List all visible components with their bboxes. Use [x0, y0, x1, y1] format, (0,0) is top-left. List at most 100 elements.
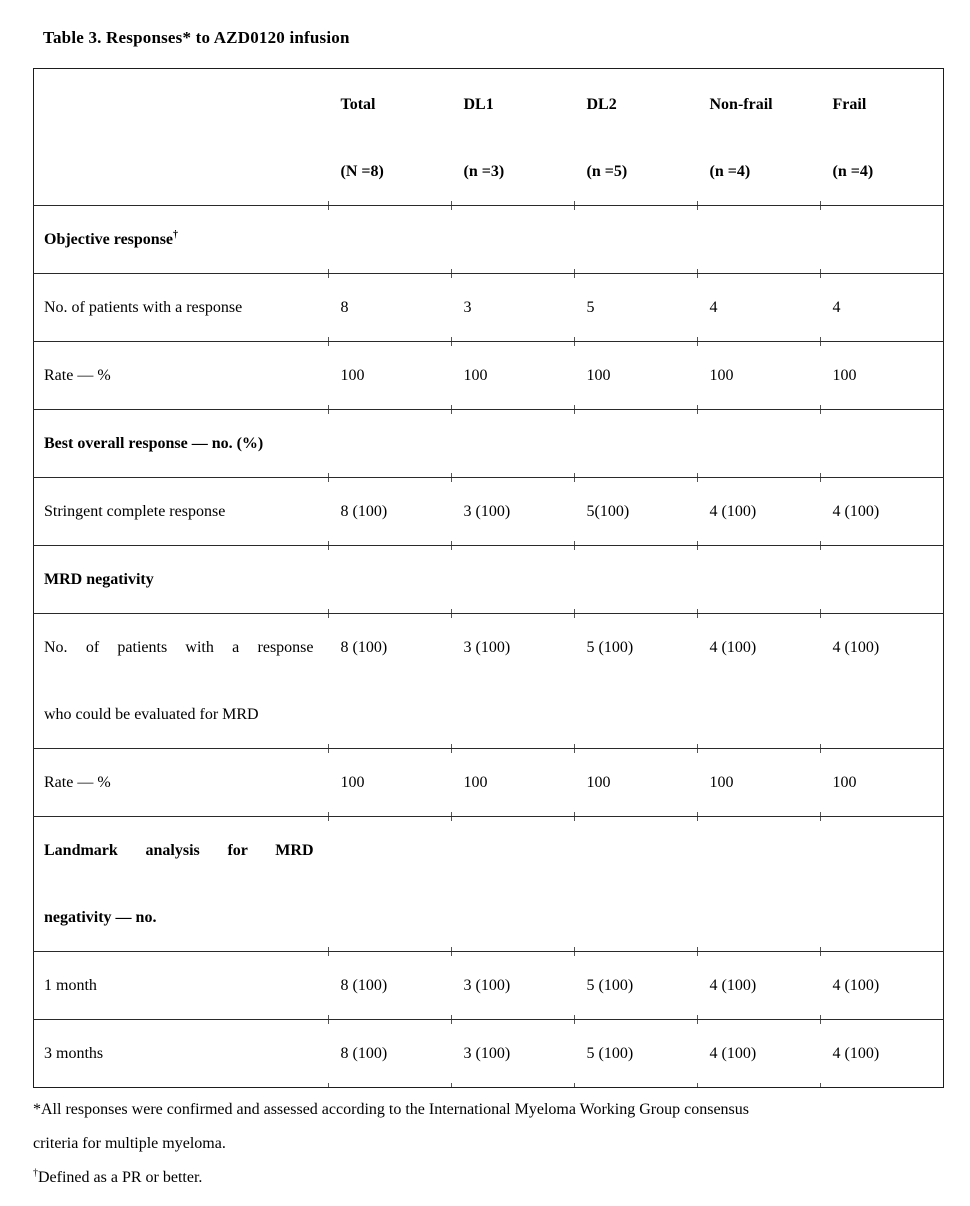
- empty-cell: [573, 409, 697, 478]
- column-header-n: (n =4): [832, 163, 874, 180]
- cell-value: 3 (100): [450, 477, 574, 546]
- column-header-label: Non-frail: [709, 96, 773, 113]
- empty-cell: [696, 545, 820, 614]
- cell-value: 5 (100): [573, 613, 697, 749]
- footnote-dagger-text: Defined as a PR or better.: [38, 1169, 203, 1186]
- table-row-stringent-complete-response: Stringent complete response 8 (100) 3 (1…: [33, 477, 944, 546]
- cell-value: 4 (100): [819, 613, 944, 749]
- empty-cell: [819, 409, 944, 478]
- section-label: Landmark analysis for MRD negativity — n…: [33, 816, 328, 952]
- cell-value: 8 (100): [327, 1019, 451, 1088]
- cell-value: 8 (100): [327, 477, 451, 546]
- cell-value: 4 (100): [696, 1019, 820, 1088]
- section-label: MRD negativity: [33, 545, 328, 614]
- column-header-n: (n =4): [709, 163, 751, 180]
- column-header-label: DL2: [586, 96, 617, 113]
- cell-value: 8 (100): [327, 613, 451, 749]
- row-label: 3 months: [33, 1019, 328, 1088]
- table-title: Table 3. Responses* to AZD0120 infusion: [43, 28, 350, 47]
- row-label: Rate — %: [33, 341, 328, 410]
- empty-cell: [327, 816, 451, 952]
- row-label-line1: No. of patients with a response: [44, 639, 314, 656]
- empty-cell: [819, 205, 944, 274]
- empty-cell: [327, 205, 451, 274]
- row-label: No. of patients with a response who coul…: [33, 613, 328, 749]
- column-header-label: Frail: [832, 96, 867, 113]
- row-label-line2: who could be evaluated for MRD: [44, 706, 259, 723]
- cell-value: 5 (100): [573, 951, 697, 1020]
- empty-cell: [696, 409, 820, 478]
- column-header-frail: Frail (n =4): [819, 68, 944, 206]
- column-header-n: (N =8): [340, 163, 384, 180]
- empty-cell: [450, 545, 574, 614]
- cell-value: 5 (100): [573, 1019, 697, 1088]
- empty-cell: [573, 816, 697, 952]
- cell-value: 5(100): [573, 477, 697, 546]
- column-header-nonfrail: Non-frail (n =4): [696, 68, 820, 206]
- cell-value: 3 (100): [450, 951, 574, 1020]
- cell-value: 100: [696, 748, 820, 817]
- empty-cell: [327, 409, 451, 478]
- cell-value: 100: [819, 341, 944, 410]
- table-row-patients-evaluated-for-mrd: No. of patients with a response who coul…: [33, 613, 944, 749]
- cell-value: 100: [696, 341, 820, 410]
- table-header-row: Total (N =8) DL1 (n =3) DL2 (n =5) Non-f…: [34, 68, 944, 206]
- table-row-3-months: 3 months 8 (100) 3 (100) 5 (100) 4 (100)…: [33, 1019, 944, 1088]
- cell-value: 100: [819, 748, 944, 817]
- empty-cell: [450, 205, 574, 274]
- column-header-label: DL1: [463, 96, 494, 113]
- column-header-n: (n =3): [463, 163, 505, 180]
- footnote-dagger: †Defined as a PR or better.: [33, 1161, 941, 1195]
- empty-cell: [450, 816, 574, 952]
- cell-value: 3: [450, 273, 574, 342]
- cell-value: 4: [696, 273, 820, 342]
- cell-value: 100: [450, 748, 574, 817]
- column-header-dl1: DL1 (n =3): [450, 68, 574, 206]
- empty-cell: [696, 816, 820, 952]
- section-label-text: Objective response: [44, 231, 174, 248]
- column-header-n: (n =5): [586, 163, 628, 180]
- cell-value: 5: [573, 273, 697, 342]
- row-label: Stringent complete response: [33, 477, 328, 546]
- empty-cell: [573, 545, 697, 614]
- empty-cell: [327, 545, 451, 614]
- section-label-line2: negativity — no.: [44, 909, 157, 926]
- footnote-asterisk-line1: *All responses were confirmed and assess…: [33, 1101, 750, 1118]
- footnotes-block: *All responses were confirmed and assess…: [33, 1093, 941, 1195]
- column-header-label: Total: [340, 96, 376, 113]
- cell-value: 100: [327, 748, 451, 817]
- cell-value: 4 (100): [696, 951, 820, 1020]
- empty-cell: [573, 205, 697, 274]
- empty-cell: [819, 816, 944, 952]
- cell-value: 8 (100): [327, 951, 451, 1020]
- table-row-rate: Rate — % 100 100 100 100 100: [33, 341, 944, 410]
- cell-value: 4: [819, 273, 944, 342]
- dagger-symbol: †: [33, 1167, 38, 1179]
- table-row-1-month: 1 month 8 (100) 3 (100) 5 (100) 4 (100) …: [33, 951, 944, 1020]
- cell-value: 8: [327, 273, 451, 342]
- cell-value: 4 (100): [696, 477, 820, 546]
- section-row-mrd-negativity: MRD negativity: [33, 545, 944, 614]
- section-row-objective-response: Objective response†: [33, 205, 944, 274]
- cell-value: 100: [450, 341, 574, 410]
- dagger-symbol: †: [173, 229, 179, 241]
- row-label: Rate — %: [33, 748, 328, 817]
- cell-value: 4 (100): [819, 477, 944, 546]
- footnote-asterisk-line2: criteria for multiple myeloma.: [33, 1135, 226, 1152]
- header-empty-cell: [34, 69, 328, 206]
- empty-cell: [696, 205, 820, 274]
- table-row-mrd-rate: Rate — % 100 100 100 100 100: [33, 748, 944, 817]
- table-row-patients-with-response: No. of patients with a response 8 3 5 4 …: [33, 273, 944, 342]
- column-header-dl2: DL2 (n =5): [573, 68, 697, 206]
- responses-table: Total (N =8) DL1 (n =3) DL2 (n =5) Non-f…: [33, 68, 944, 1088]
- row-label: 1 month: [33, 951, 328, 1020]
- cell-value: 4 (100): [819, 951, 944, 1020]
- cell-value: 100: [573, 748, 697, 817]
- cell-value: 3 (100): [450, 1019, 574, 1088]
- cell-value: 4 (100): [819, 1019, 944, 1088]
- section-label-line1: Landmark analysis for MRD: [44, 842, 314, 859]
- section-row-landmark-analysis: Landmark analysis for MRD negativity — n…: [33, 816, 944, 952]
- empty-cell: [819, 545, 944, 614]
- cell-value: 3 (100): [450, 613, 574, 749]
